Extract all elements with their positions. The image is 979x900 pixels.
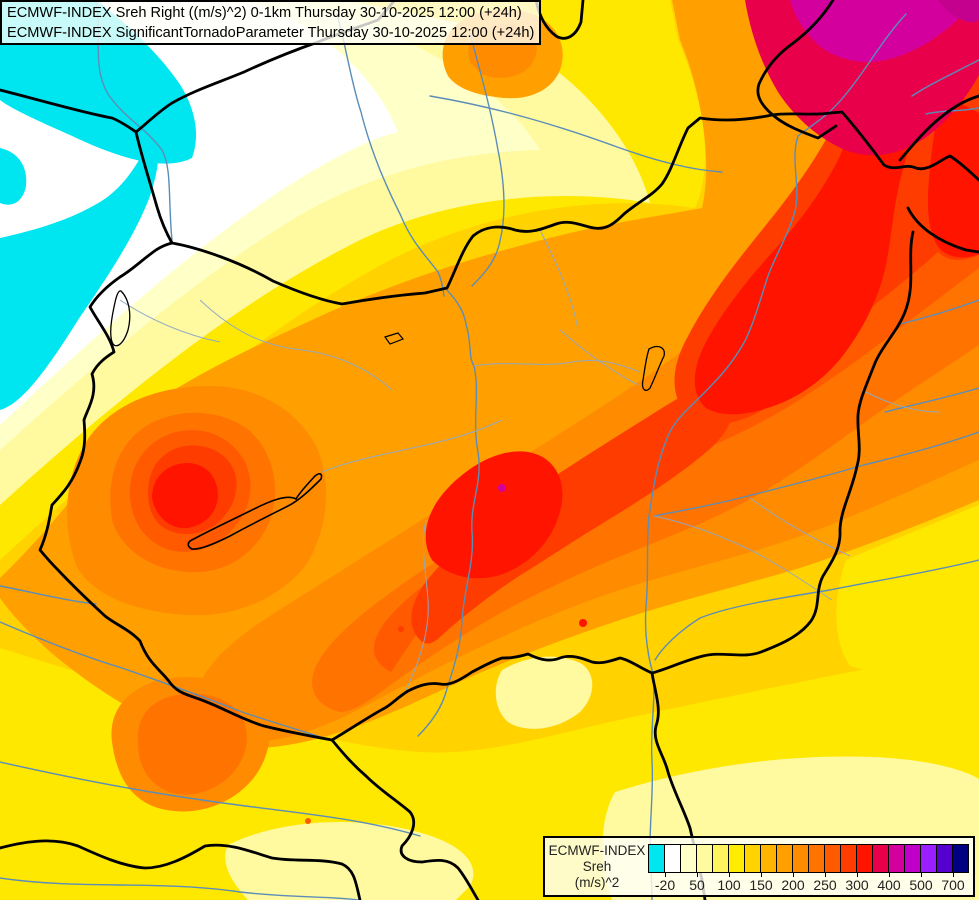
legend-tick-label: 300 [845, 877, 869, 893]
legend-tick-mark [889, 872, 890, 877]
legend-color-cell [777, 845, 793, 872]
lake-neusiedl [110, 290, 131, 347]
red-maximum-center [425, 451, 563, 579]
river-maros [654, 559, 979, 661]
lake-velence [384, 332, 404, 345]
legend-tick-mark [953, 872, 954, 877]
legend-tick-label: 400 [877, 877, 901, 893]
map-title-line2: ECMWF-INDEX SignificantTornadoParameter … [7, 25, 535, 41]
legend-tick-label: 150 [749, 877, 773, 893]
legend-tick-label: -20 [654, 877, 676, 893]
field-northwest-light [0, 0, 706, 560]
legend-parameter-label: Sreh [582, 859, 612, 874]
legend-color-cell [953, 845, 968, 872]
legend-tick-mark [665, 872, 666, 877]
legend-tick-label: 100 [717, 877, 741, 893]
legend-units-label: (m/s)^2 [574, 875, 620, 890]
legend-tick-label: 700 [941, 877, 965, 893]
admin-lines [119, 229, 941, 691]
legend-color-cell [665, 845, 681, 872]
legend-color-cell [825, 845, 841, 872]
border-hungary-romania [650, 230, 915, 675]
legend-color-cell [793, 845, 809, 872]
legend-color-cell [873, 845, 889, 872]
legend-tick-mark [857, 872, 858, 877]
legend-colorbar [648, 844, 969, 873]
river-koros [653, 431, 979, 517]
legend-color-cell [921, 845, 937, 872]
map-title-box: ECMWF-INDEX Sreh Right ((m/s)^2) 0-1km T… [0, 0, 541, 45]
legend-tick-mark [793, 872, 794, 877]
legend-tick-mark [761, 872, 762, 877]
legend-color-cell [681, 845, 697, 872]
river-tisza [644, 13, 907, 900]
legend-tick-label: 500 [909, 877, 933, 893]
legend-color-cell [905, 845, 921, 872]
legend-color-cell [729, 845, 745, 872]
legend-box: ECMWF-INDEX Sreh (m/s)^2 -20 50 100 150 200 2… [543, 836, 975, 897]
legend-tick-label: 250 [813, 877, 837, 893]
legend-tick-mark [697, 872, 698, 877]
legend-color-cell [697, 845, 713, 872]
legend-ticks: -20 50 100 150 200 250 300 400 500 700 [649, 872, 971, 898]
lake-balaton [187, 473, 323, 550]
legend-tick-mark [825, 872, 826, 877]
legend-label-block: ECMWF-INDEX Sreh (m/s)^2 [547, 843, 647, 891]
legend-color-cell [713, 845, 729, 872]
map-title-line1: ECMWF-INDEX Sreh Right ((m/s)^2) 0-1km T… [7, 5, 522, 21]
red-maximum-west [152, 462, 218, 529]
legend-tick-label: 200 [781, 877, 805, 893]
legend-color-cell [649, 845, 665, 872]
border-hungary-north [170, 110, 979, 306]
legend-tick-mark [729, 872, 730, 877]
legend-model-label: ECMWF-INDEX [548, 843, 646, 858]
legend-tick-label: 50 [689, 877, 705, 893]
legend-color-cell [889, 845, 905, 872]
magenta-area-northeast [790, 0, 979, 62]
legend-color-cell [761, 845, 777, 872]
legend-color-cell [857, 845, 873, 872]
legend-color-cell [937, 845, 953, 872]
lakes [110, 290, 665, 550]
border-hungary-south-west [38, 241, 654, 742]
legend-color-cell [745, 845, 761, 872]
field-orange-core [0, 0, 979, 824]
magenta-spot-center [498, 484, 506, 492]
river-danube [417, 289, 480, 737]
legend-tick-mark [921, 872, 922, 877]
legend-color-cell [809, 845, 825, 872]
lake-tisza [641, 345, 665, 391]
legend-color-cell [841, 845, 857, 872]
